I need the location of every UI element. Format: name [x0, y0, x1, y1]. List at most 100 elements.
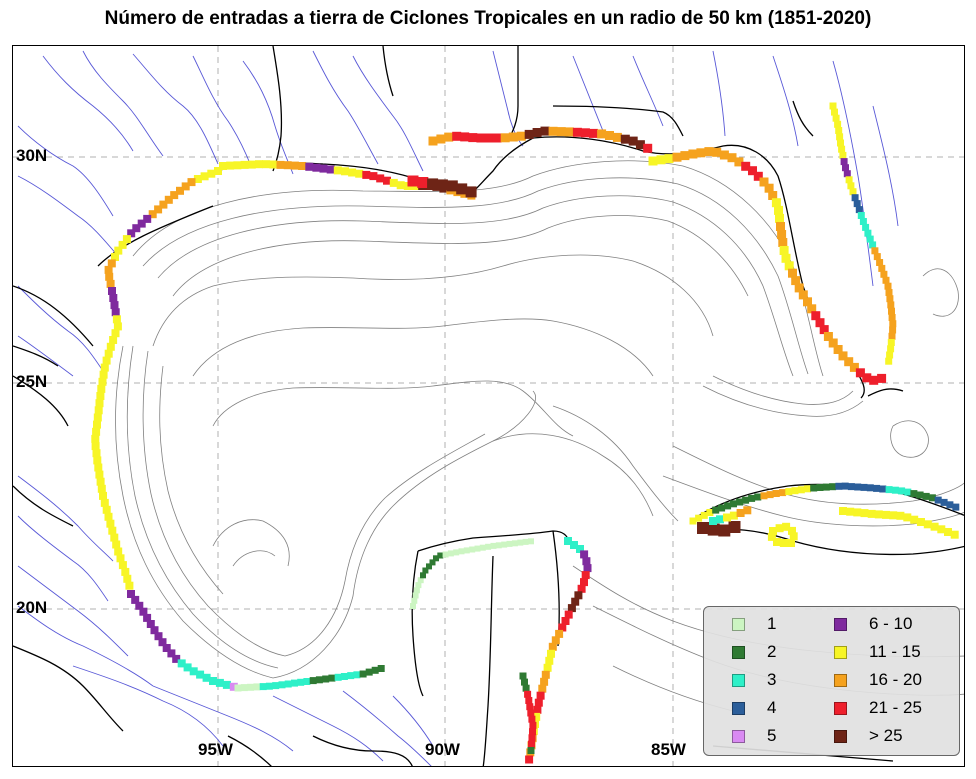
landfall-marker: [910, 515, 919, 524]
legend-swatch: [732, 701, 745, 715]
landfall-marker: [284, 680, 292, 688]
landfall-marker: [276, 160, 285, 169]
landfall-marker: [529, 728, 536, 736]
landfall-marker: [778, 238, 788, 247]
landfall-marker: [525, 697, 533, 704]
landfall-marker: [928, 494, 936, 502]
landfall-marker: [773, 538, 781, 546]
landfall-marker: [501, 541, 508, 548]
landfall-marker: [417, 577, 424, 584]
landfall-marker: [429, 559, 436, 566]
landfall-markers: [91, 102, 960, 764]
landfall-marker: [741, 161, 751, 171]
landfall-marker: [283, 161, 292, 170]
landfall-marker: [876, 259, 884, 266]
landfall-marker: [106, 279, 115, 288]
landfall-marker: [719, 150, 729, 160]
landfall-marker: [835, 127, 843, 134]
landfall-marker: [525, 755, 534, 764]
landfall-marker: [886, 351, 894, 359]
landfall-marker: [860, 509, 869, 518]
landfall-marker: [874, 510, 883, 519]
landfall-marker: [533, 705, 542, 714]
landfall-marker: [843, 170, 851, 178]
landfall-marker: [779, 489, 787, 497]
landfall-marker: [736, 498, 744, 506]
landfall-marker: [785, 488, 793, 496]
landfall-marker: [527, 709, 535, 717]
landfall-marker: [94, 463, 103, 472]
landfall-marker: [154, 205, 163, 214]
landfall-marker: [100, 363, 109, 372]
landfall-marker: [854, 483, 862, 491]
landfall-marker: [106, 519, 115, 528]
landfall-marker: [291, 679, 298, 687]
landfall-marker: [427, 178, 439, 190]
lat-label-30n: 30N: [16, 146, 48, 165]
landfall-marker: [347, 672, 355, 680]
landfall-marker: [910, 490, 918, 498]
landfall-marker: [110, 533, 119, 542]
landfall-marker: [774, 205, 783, 215]
landfall-marker: [597, 129, 607, 139]
landfall-marker: [828, 338, 838, 348]
landfall-marker: [889, 320, 897, 328]
landfall-marker: [265, 682, 273, 690]
landfall-marker: [779, 539, 788, 547]
landfall-marker: [946, 501, 954, 509]
landfall-marker: [355, 169, 364, 178]
landfall-marker: [150, 626, 159, 635]
landfall-marker: [648, 156, 658, 166]
landfall-marker: [528, 740, 535, 748]
landfall-marker: [463, 547, 470, 554]
landfall-marker: [319, 164, 328, 173]
landfall-marker: [187, 178, 196, 187]
landfall-marker: [247, 160, 256, 169]
landfall-marker: [417, 177, 429, 188]
landfall-marker: [798, 290, 808, 300]
landfall-marker: [712, 506, 720, 514]
landfall-marker: [362, 170, 371, 179]
landfall-marker: [582, 557, 591, 566]
landfall-marker: [884, 282, 892, 290]
landfall-marker: [353, 671, 361, 679]
landfall-marker: [172, 654, 181, 663]
landfall-marker: [879, 485, 887, 493]
landfall-marker: [333, 166, 342, 175]
landfall-marker: [845, 176, 853, 184]
legend-label: 11 - 15: [869, 642, 921, 661]
landfall-marker: [882, 276, 890, 284]
landfall-marker: [426, 563, 432, 570]
landfall-marker: [849, 188, 857, 196]
landfall-marker: [572, 127, 582, 137]
landfall-marker: [104, 265, 113, 274]
lon-label-85w: 85W: [651, 740, 686, 759]
landfall-marker: [116, 554, 125, 563]
rivers: [17, 50, 899, 766]
landfall-marker: [840, 158, 848, 166]
landfall-marker: [759, 177, 769, 187]
landfall-marker: [93, 413, 102, 422]
legend-swatch: [834, 617, 847, 631]
legend-swatch: [834, 701, 847, 715]
landfall-marker: [810, 484, 818, 492]
landfall-marker: [460, 132, 470, 142]
landfall-marker: [709, 517, 717, 525]
landfall-marker: [723, 513, 731, 522]
landfall-marker: [508, 132, 518, 142]
landfall-marker: [888, 314, 896, 321]
landfall-marker: [452, 131, 462, 141]
landfall-marker: [309, 677, 317, 685]
legend-swatch: [732, 645, 745, 659]
landfall-marker: [889, 326, 897, 334]
landfall-marker: [113, 322, 122, 331]
landfall-marker: [458, 548, 465, 555]
landfall-marker: [816, 484, 824, 491]
landfall-marker: [167, 649, 176, 658]
landfall-marker: [371, 666, 379, 674]
landfall-marker: [146, 620, 155, 628]
landfall-marker: [940, 498, 948, 506]
landfall-marker: [768, 191, 778, 200]
landfall-marker: [99, 491, 107, 500]
legend-item: > 25: [834, 725, 903, 747]
